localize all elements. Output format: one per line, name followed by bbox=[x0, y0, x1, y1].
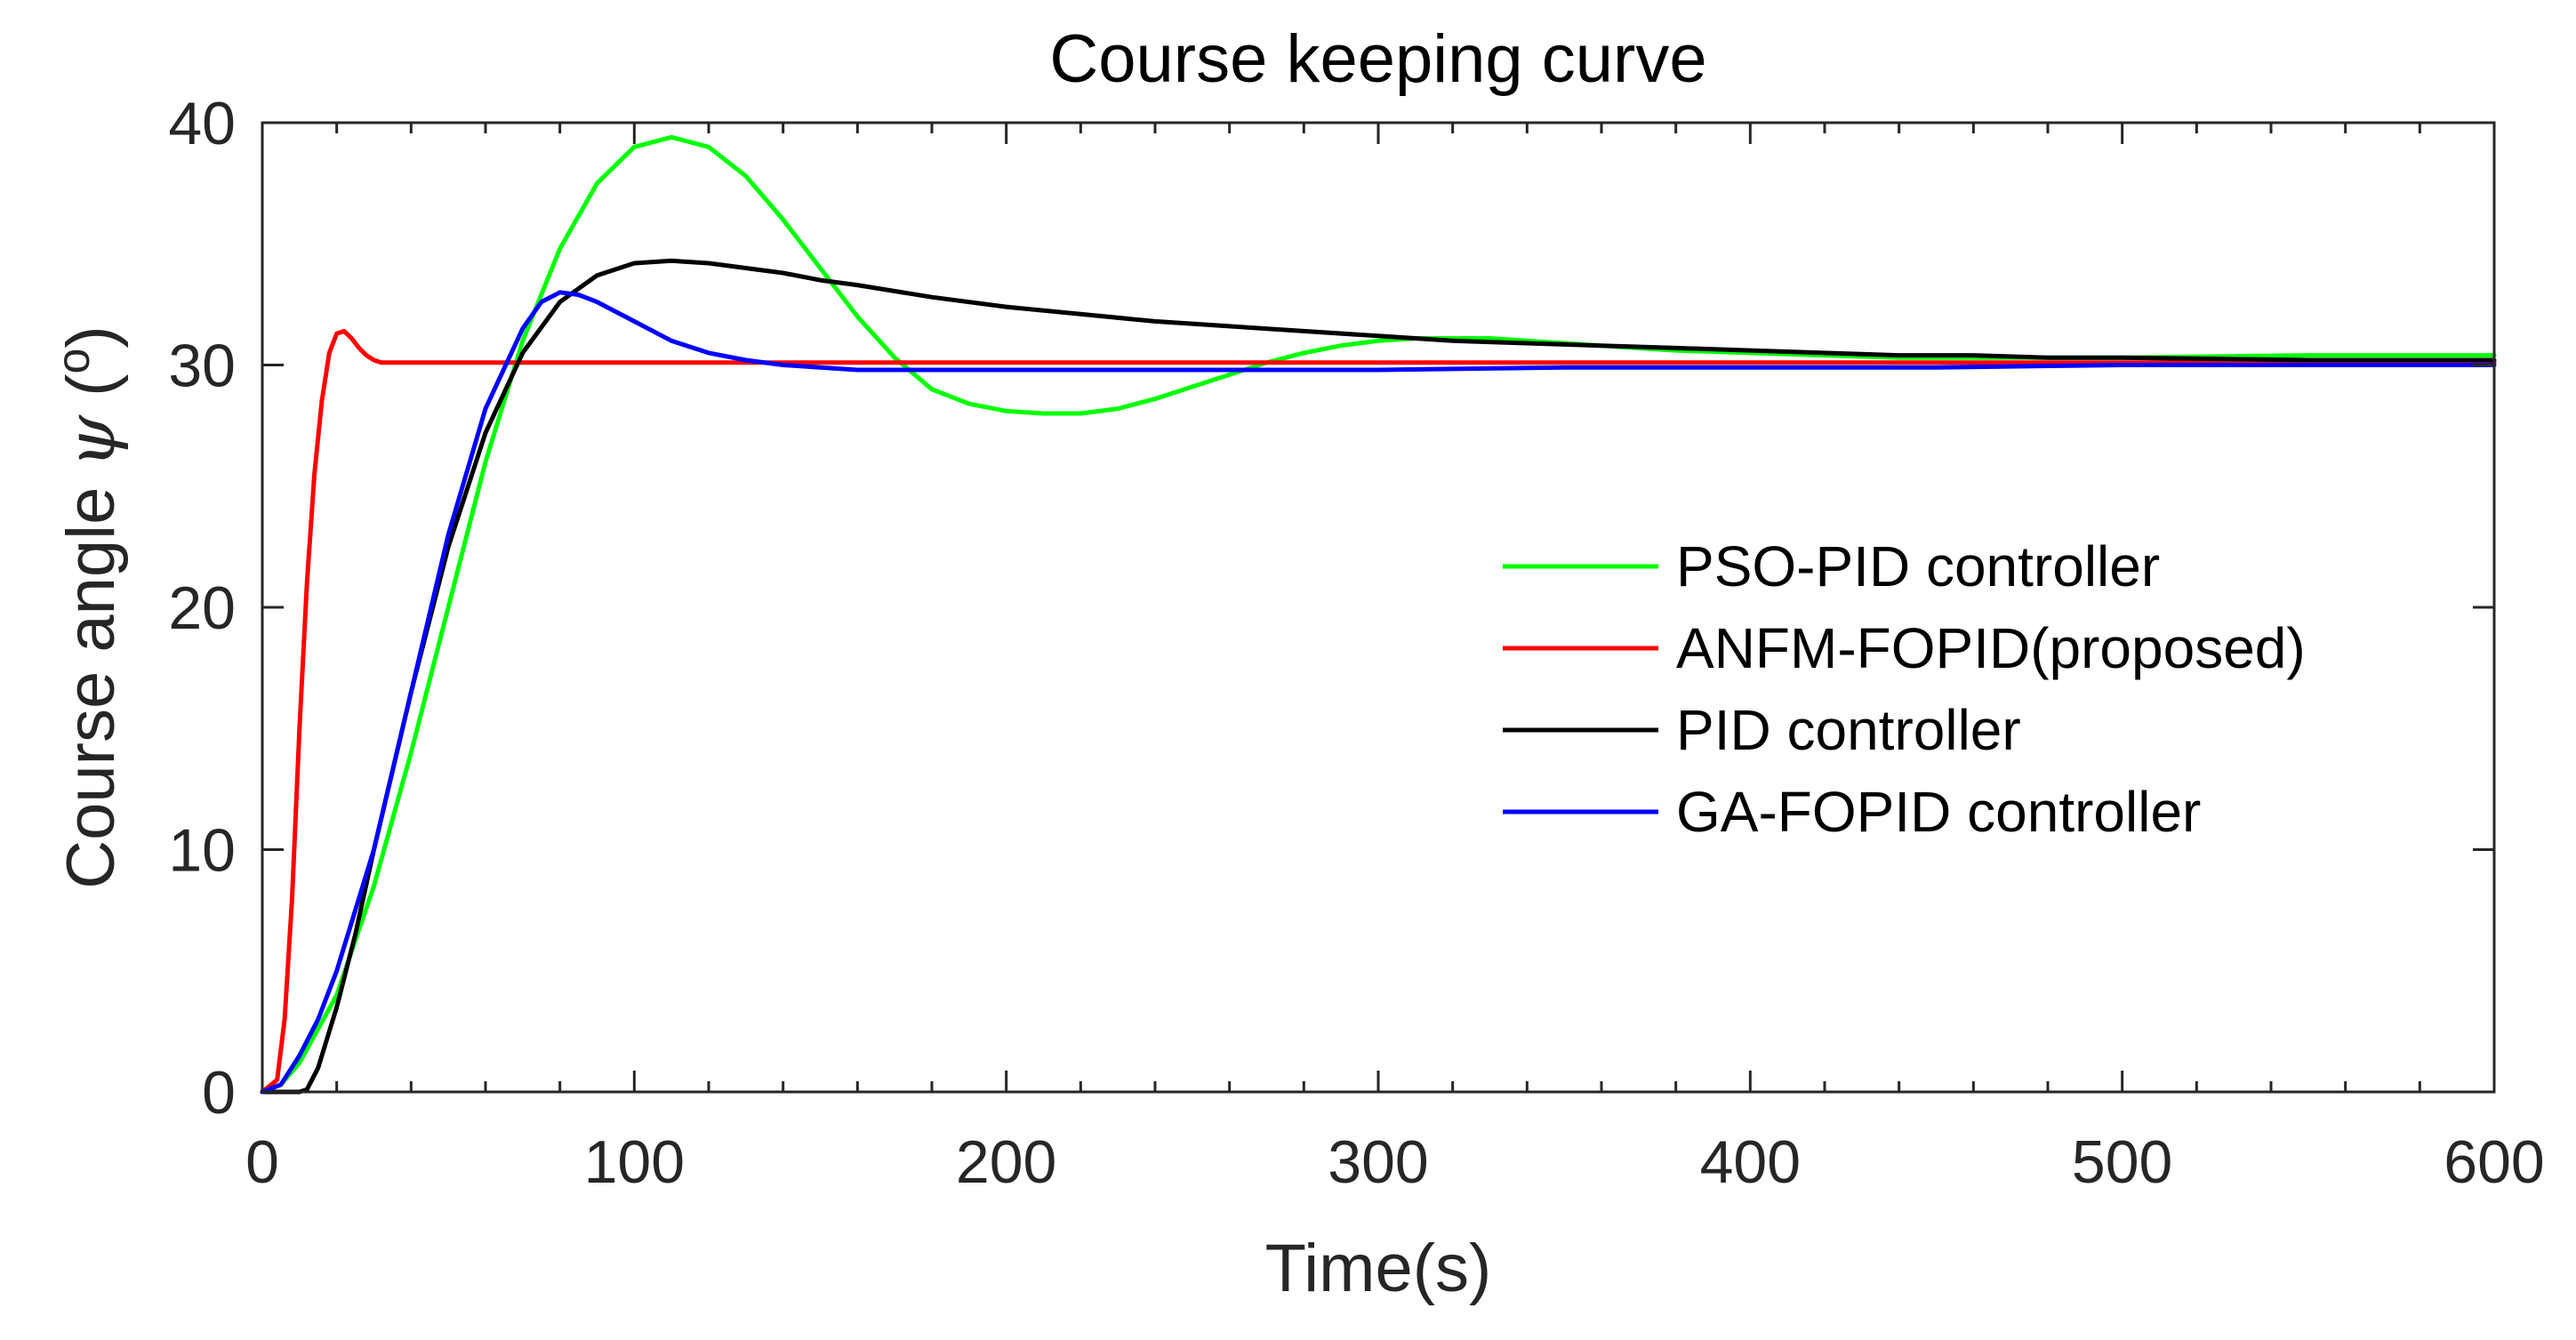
y-tick-label: 0 bbox=[202, 1059, 236, 1127]
x-tick-label: 200 bbox=[956, 1128, 1056, 1196]
y-axis-title-open: ( bbox=[53, 374, 129, 415]
y-tick-label: 40 bbox=[168, 90, 236, 157]
x-tick-label: 300 bbox=[1328, 1128, 1428, 1196]
y-tick-label: 20 bbox=[168, 574, 236, 642]
x-tick-label: 500 bbox=[2072, 1128, 2172, 1196]
series-line-1 bbox=[260, 328, 2497, 1095]
legend-label-0: PSO-PID controller bbox=[1676, 534, 2160, 598]
y-axis-title-prefix: Course angle bbox=[53, 469, 129, 889]
y-axis-title-close: ) bbox=[53, 325, 129, 348]
y-tick-labels: 0 10 20 30 40 bbox=[168, 90, 236, 1127]
y-axis-title: Course angle ψ (o) bbox=[48, 325, 130, 888]
y-tick-label: 10 bbox=[168, 817, 236, 885]
series-lines bbox=[260, 134, 2497, 1095]
y-axis-title-degree: o bbox=[48, 349, 100, 374]
y-axis-title-symbol: ψ bbox=[51, 414, 130, 469]
chart-title: Course keeping curve bbox=[1049, 21, 1706, 97]
x-tick-label: 600 bbox=[2444, 1128, 2544, 1196]
x-tick-label: 0 bbox=[245, 1128, 279, 1196]
x-tick-label: 100 bbox=[584, 1128, 685, 1196]
legend-label-3: GA-FOPID controller bbox=[1676, 780, 2201, 844]
legend-label-1: ANFM-FOPID(proposed) bbox=[1676, 616, 2306, 680]
series-line-3 bbox=[260, 290, 2497, 1095]
y-tick-label: 30 bbox=[168, 333, 236, 400]
series-line-2 bbox=[260, 258, 2497, 1095]
tick-marks bbox=[261, 121, 2496, 1094]
x-tick-labels: 0 100 200 300 400 500 600 bbox=[245, 1128, 2545, 1196]
x-tick-label: 400 bbox=[1700, 1128, 1801, 1196]
x-axis-title: Time(s) bbox=[1265, 1231, 1492, 1306]
legend-label-2: PID controller bbox=[1676, 698, 2021, 762]
legend: PSO-PID controller ANFM-FOPID(proposed) PI… bbox=[1503, 534, 2306, 844]
